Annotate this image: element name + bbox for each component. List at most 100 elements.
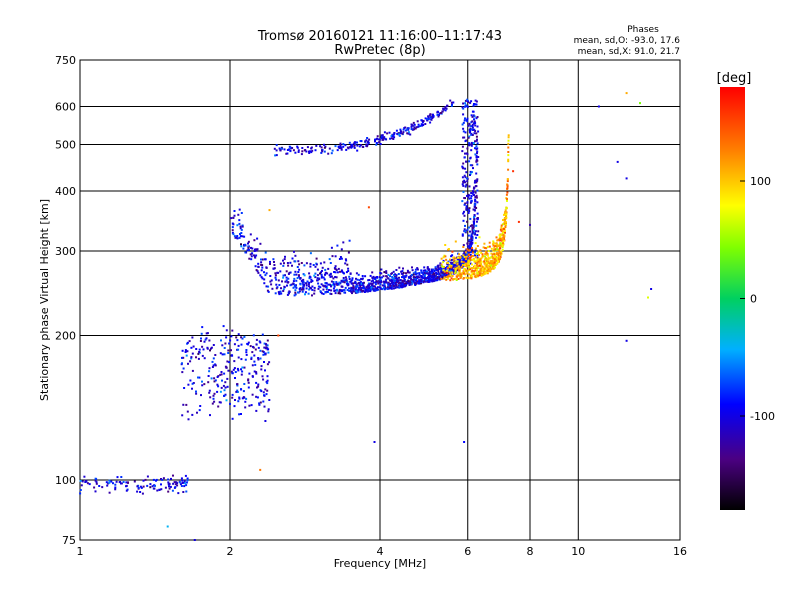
echo-point [436,273,438,275]
echo-point [478,261,481,264]
echo-point [146,484,149,487]
echo-point [184,474,187,477]
echo-point [330,293,333,295]
echo-point [267,351,270,354]
echo-point [444,109,447,112]
echo-point [476,201,479,204]
echo-point [406,282,409,285]
echo-point [238,236,241,239]
echo-point [144,478,147,481]
echo-point [502,228,505,230]
echo-point [441,272,444,275]
echo-point [323,261,326,264]
echo-point [297,275,300,278]
echo-point [485,264,488,267]
echo-point [322,276,325,279]
x-tick-label: 4 [377,545,384,558]
echo-point [358,284,361,286]
echo-point [462,190,465,193]
echo-point [463,156,466,159]
echo-point [328,289,331,291]
echo-point [464,105,466,108]
echo-point [301,147,304,149]
echo-point [266,389,269,392]
echo-point [340,257,343,260]
echo-point [186,341,189,344]
echo-point [323,146,326,149]
echo-point [273,261,275,263]
echo-point [367,141,370,144]
echo-point [342,143,345,146]
echo-point [469,230,471,233]
echo-point [478,264,481,267]
echo-point [428,277,430,280]
echo-point [220,373,223,376]
echo-point [470,197,473,200]
echo-point [208,389,211,392]
echo-point [467,124,470,127]
echo-point [465,255,468,258]
echo-point [200,337,202,340]
echo-point [427,273,430,275]
echo-point [490,264,492,267]
echo-point [441,273,444,276]
echo-point [353,144,356,147]
echo-point [298,274,300,277]
echo-point [425,279,428,282]
echo-point [352,284,355,287]
echo-point [172,474,174,477]
echo-point [216,383,219,386]
echo-point [372,281,375,284]
echo-point [330,246,333,249]
echo-point [439,277,441,280]
echo-point [469,245,472,248]
echo-point [246,342,249,345]
echo-point [462,181,465,184]
echo-point [319,290,322,293]
echo-point [512,170,515,173]
echo-point [315,257,318,260]
echo-point [356,278,359,281]
echo-point [476,159,479,162]
echo-point [492,261,494,264]
echo-point [170,477,172,480]
echo-point [418,272,421,275]
echo-point [380,135,383,138]
echo-point [263,342,266,345]
echo-point [481,254,484,257]
echo-point [407,132,410,135]
echo-point [241,224,244,227]
echo-point [339,145,342,148]
echo-point [349,289,352,292]
echo-point [471,231,474,234]
echo-point [207,375,210,377]
echo-point [499,254,502,256]
echo-point [471,269,474,272]
echo-point [426,270,428,273]
echo-point [310,151,313,154]
echo-point [79,479,82,482]
echo-point [502,234,505,236]
echo-point [255,343,258,346]
echo-point [212,364,215,367]
echo-point [410,280,413,283]
echo-point [461,165,464,168]
echo-point [320,151,323,154]
echo-point [469,174,471,176]
x-tick-label: 16 [673,545,687,558]
echo-point [487,264,490,267]
stats-line-x: mean, sd,X: 91.0, 21.7 [578,47,680,57]
echo-point [597,105,600,108]
y-tick-label: 750 [55,54,76,67]
echo-point [345,271,348,274]
echo-point [466,100,469,102]
echo-point [185,481,188,484]
echo-point [315,263,318,266]
echo-point [430,279,433,282]
echo-point [185,490,188,493]
echo-point [493,264,496,266]
echo-point [432,271,434,274]
echo-point [276,271,279,274]
echo-point [296,145,299,148]
echo-point [336,289,339,292]
